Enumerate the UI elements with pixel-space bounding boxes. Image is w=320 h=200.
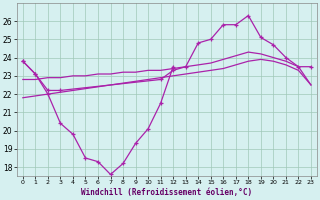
X-axis label: Windchill (Refroidissement éolien,°C): Windchill (Refroidissement éolien,°C) bbox=[81, 188, 252, 197]
